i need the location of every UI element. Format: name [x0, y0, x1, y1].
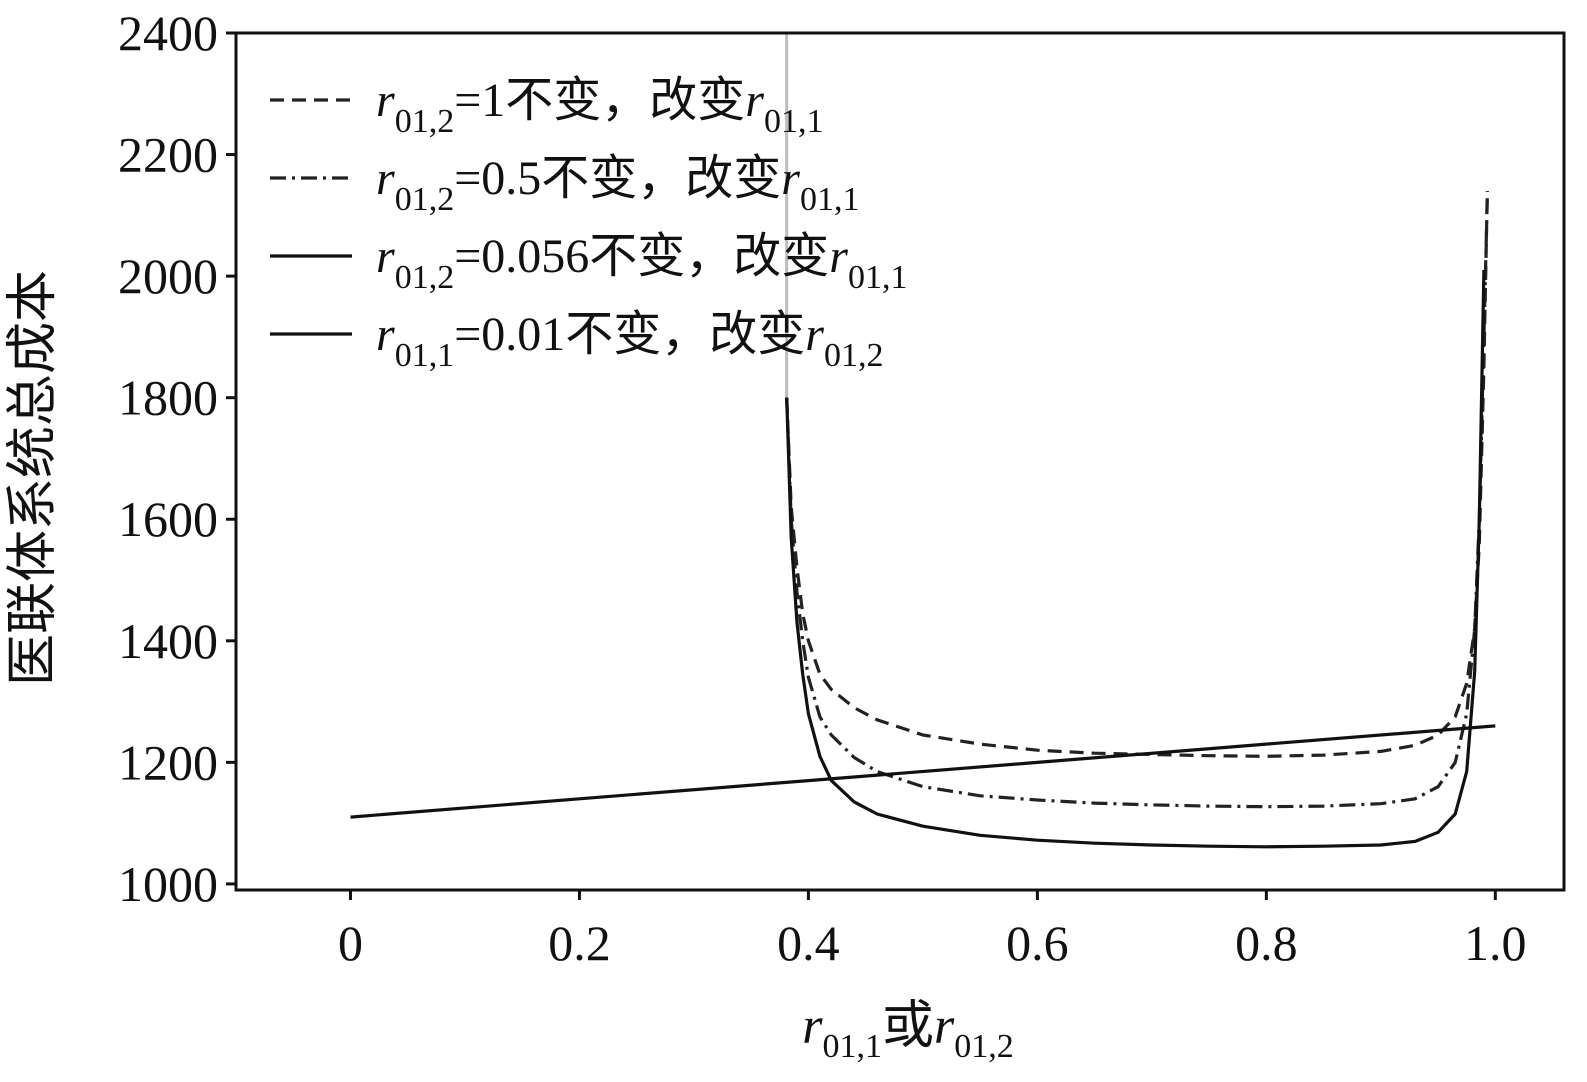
y-tick-label: 1800 — [118, 370, 218, 426]
legend: r01,2=1不变，改变r01,1 r01,2=0.5不变，改变r01,1 r01,… — [270, 74, 907, 374]
x-tick-label: 0 — [338, 915, 363, 971]
x-tick-label: 1.0 — [1464, 915, 1527, 971]
legend-label-1: r01,2=1不变，改变r01,1 — [376, 74, 823, 140]
legend-label-2: r01,2=0.5不变，改变r01,1 — [376, 152, 859, 218]
y-tick-label: 1400 — [118, 613, 218, 669]
x-tick-label: 0.4 — [777, 915, 840, 971]
x-axis-title-sub2: 01,2 — [954, 1028, 1014, 1065]
y-tick-label: 2400 — [118, 5, 218, 61]
y-tick-label: 1600 — [118, 491, 218, 547]
y-tick-label: 1200 — [118, 734, 218, 790]
legend-label-3: r01,2=0.056不变，改变r01,1 — [376, 230, 907, 296]
legend-label-4: r01,1=0.01不变，改变r01,2 — [376, 308, 883, 374]
x-tick-label: 0.2 — [548, 915, 611, 971]
series-layer — [350, 190, 1496, 849]
y-axis-ticks: 1000 1200 1400 1600 1800 2000 2200 2400 — [118, 5, 236, 912]
y-tick-label: 2000 — [118, 248, 218, 304]
x-axis-title-var1: r — [802, 998, 823, 1055]
plot-frame — [234, 31, 1566, 892]
y-axis-title: 医联体系统总成本 — [5, 270, 62, 686]
x-tick-label: 0.8 — [1235, 915, 1298, 971]
x-tick-label: 0.6 — [1006, 915, 1069, 971]
series-line-4 — [350, 724, 1496, 819]
x-axis-title-sub1: 01,1 — [822, 1028, 882, 1065]
y-tick-label: 2200 — [118, 127, 218, 183]
y-tick-label: 1000 — [118, 856, 218, 912]
x-axis-title-mid: 或 — [882, 998, 934, 1055]
series-line-3 — [785, 269, 1486, 849]
x-axis-ticks: 0 0.2 0.4 0.6 0.8 1.0 — [338, 890, 1527, 971]
x-axis-title: r01,1或r01,2 — [802, 998, 1014, 1065]
series-line-2 — [785, 197, 1489, 809]
series-line-1 — [785, 190, 1489, 758]
x-axis-title-var2: r — [934, 998, 955, 1055]
